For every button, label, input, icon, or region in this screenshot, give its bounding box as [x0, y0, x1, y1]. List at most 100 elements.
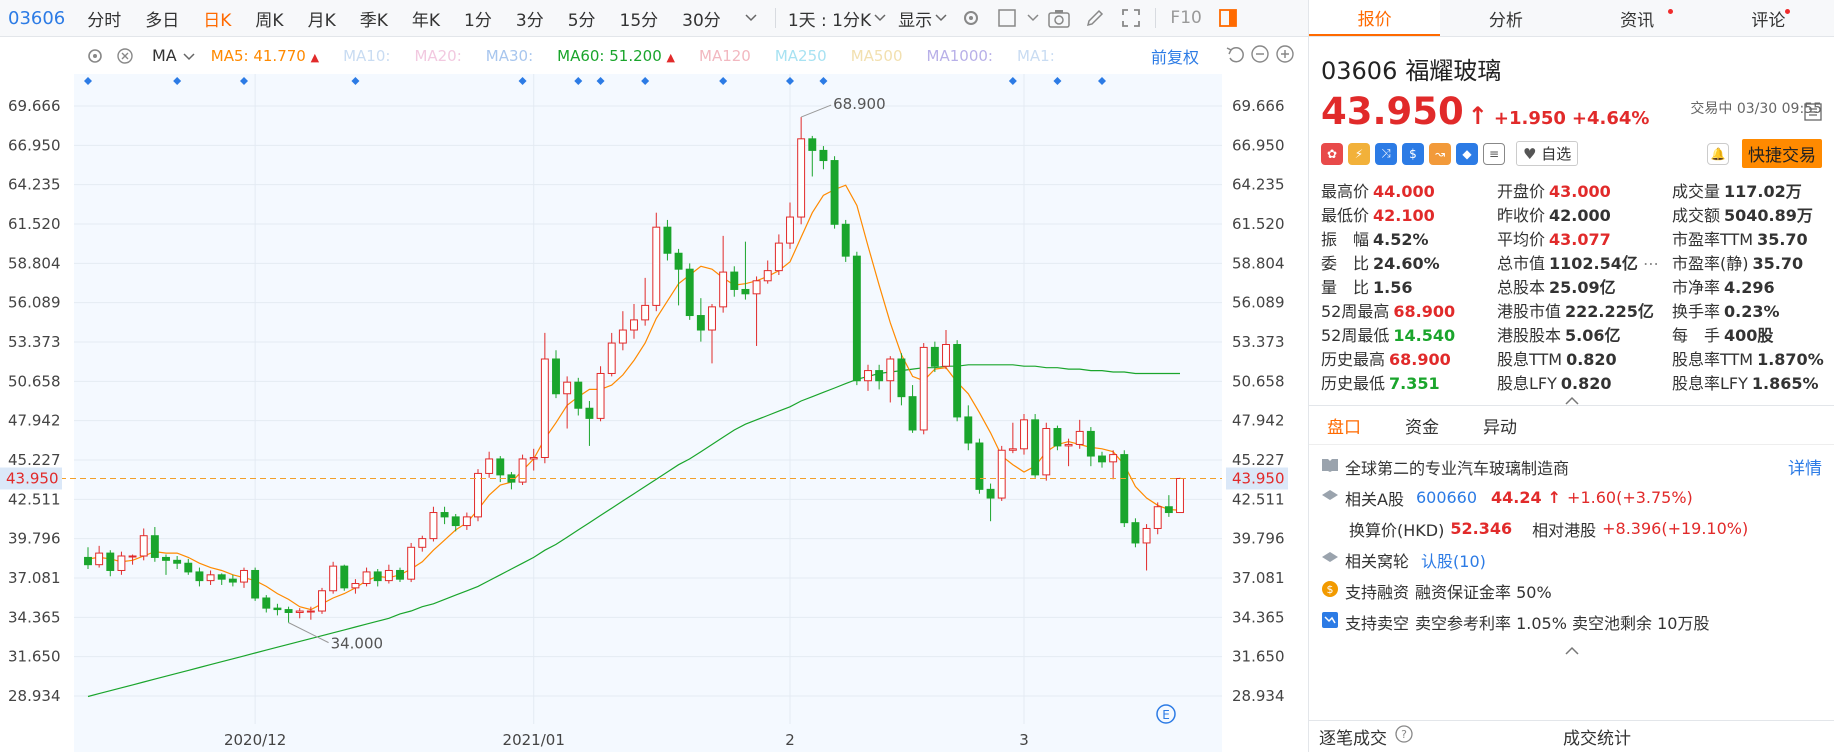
- panel-tab[interactable]: 分析: [1440, 0, 1571, 36]
- detail-link[interactable]: 详情: [1788, 459, 1822, 479]
- a-share-code-link[interactable]: 600660: [1415, 488, 1478, 507]
- period-tab[interactable]: 多日: [145, 10, 180, 31]
- camera-icon[interactable]: [1048, 7, 1070, 29]
- event-marker-icon: [173, 77, 182, 85]
- candle-body: [451, 516, 460, 527]
- quote-value: 44.000: [1373, 182, 1435, 201]
- display-dropdown[interactable]: 显示: [898, 6, 947, 31]
- period-tab[interactable]: 年K: [411, 10, 441, 31]
- last-price: 43.950: [1321, 90, 1464, 133]
- close-icon[interactable]: [116, 46, 134, 65]
- quote-value: 24.60%: [1373, 254, 1440, 273]
- y-tick-label-right: 28.934: [1232, 687, 1285, 705]
- stock-title: 03606 福耀玻璃: [1321, 51, 1822, 86]
- bell-icon[interactable]: 🔔: [1707, 142, 1729, 165]
- adjust-button[interactable]: 前复权: [1151, 47, 1200, 67]
- zoom-in-icon[interactable]: [1275, 44, 1295, 68]
- min-annotation-line: [288, 622, 329, 644]
- a-share-row: 相关A股 600660 44.24 ↑ +1.60(+3.75%): [1309, 482, 1834, 513]
- tag-icon[interactable]: ◆: [1456, 142, 1478, 165]
- kline-chart[interactable]: 69.666 69.666 66.950 66.950 64.235 64.235 61.5…: [0, 74, 1308, 752]
- pencil-icon[interactable]: [1084, 7, 1106, 29]
- warrant-label: 相关窝轮: [1345, 551, 1410, 571]
- candle-body: [407, 546, 416, 580]
- candle-body: [1120, 454, 1129, 524]
- y-tick-label-left: 34.365: [8, 608, 61, 626]
- quote-cell: 历史最高 68.900: [1321, 346, 1497, 369]
- candle-body: [719, 271, 728, 308]
- a-share-price: 44.24: [1491, 488, 1542, 507]
- help-icon[interactable]: ?: [1395, 725, 1413, 748]
- gear-icon[interactable]: [960, 7, 982, 29]
- f10-button[interactable]: F10: [1170, 8, 1202, 28]
- ma120-label: MA120: [699, 46, 751, 65]
- ma500-label: MA500: [850, 46, 903, 65]
- quote-label: 总市值: [1497, 254, 1546, 273]
- candle-body: [440, 512, 449, 518]
- candle-body: [540, 358, 549, 458]
- quote-cell: 股息率TTM 1.870%: [1672, 346, 1834, 369]
- tick-trades-tab[interactable]: 逐笔成交: [1319, 729, 1387, 749]
- period-tab[interactable]: 30分: [682, 10, 721, 31]
- candle-body: [841, 223, 850, 257]
- y-tick-label-right: 66.950: [1232, 136, 1285, 154]
- section-tab[interactable]: 盘口: [1327, 417, 1361, 438]
- chevron-down-icon[interactable]: [740, 7, 762, 29]
- panel-tab[interactable]: 评论: [1703, 0, 1834, 36]
- square-icon[interactable]: [996, 7, 1018, 29]
- collapse-icon[interactable]: [1309, 641, 1834, 655]
- gear-icon[interactable]: [86, 46, 104, 65]
- panel-tab[interactable]: 资讯: [1572, 0, 1703, 36]
- candle-body: [173, 559, 182, 564]
- zoom-out-icon[interactable]: [1250, 44, 1270, 68]
- period-tab[interactable]: 分时: [87, 10, 122, 31]
- panel-tab[interactable]: 报价: [1309, 0, 1441, 36]
- up-arrow-icon: ↑: [1547, 488, 1562, 507]
- fullscreen-icon[interactable]: [1120, 7, 1142, 29]
- ma60-label: MA60:: [557, 46, 605, 65]
- layout-icon[interactable]: [1804, 103, 1822, 125]
- quote-cell: 市净率 4.296: [1672, 274, 1834, 297]
- period-tab[interactable]: 月K: [307, 10, 336, 31]
- quick-trade-button[interactable]: 快捷交易: [1742, 139, 1822, 168]
- collapse-icon[interactable]: [1309, 391, 1834, 405]
- ma60-value: 51.200: [609, 46, 662, 65]
- period-tab[interactable]: 5分: [567, 10, 596, 31]
- hk-flag-icon[interactable]: ✿: [1321, 142, 1343, 165]
- period-tab[interactable]: 季K: [359, 10, 388, 31]
- period-tab[interactable]: 3分: [515, 10, 544, 31]
- chevron-down-icon[interactable]: [1027, 7, 1039, 29]
- undo-icon[interactable]: [1225, 44, 1245, 68]
- kline-chart-svg[interactable]: 69.666 69.666 66.950 66.950 64.235 64.235 61.5…: [0, 74, 1308, 752]
- note-icon[interactable]: ≡: [1483, 142, 1505, 165]
- section-tab[interactable]: 资金: [1405, 417, 1439, 438]
- quote-label: 最低价: [1321, 206, 1370, 225]
- interval-dropdown[interactable]: 1天 : 1分K: [788, 6, 886, 31]
- trend-icon[interactable]: ↝: [1429, 142, 1451, 165]
- dollar-icon[interactable]: $: [1402, 142, 1424, 165]
- add-watchlist-button[interactable]: ♥ 自选: [1516, 141, 1579, 166]
- candle-body: [763, 270, 772, 282]
- quote-value: 14.540: [1393, 326, 1456, 345]
- premium-value: +8.396(+19.10%): [1602, 519, 1749, 538]
- period-tab[interactable]: 周K: [255, 10, 284, 31]
- chevron-down-icon[interactable]: [183, 47, 195, 65]
- trade-stats-tab[interactable]: 成交统计: [1563, 729, 1631, 749]
- notification-dot: [1667, 9, 1673, 14]
- candle-body: [150, 535, 159, 558]
- candle-body: [217, 574, 226, 580]
- candle-body: [641, 304, 650, 321]
- shuffle-icon[interactable]: ⤨: [1375, 142, 1397, 165]
- stock-connect-icon[interactable]: ⚡: [1348, 142, 1370, 165]
- period-tab[interactable]: 15分: [619, 10, 659, 31]
- panel-toggle-icon[interactable]: [1217, 7, 1239, 29]
- section-tab[interactable]: 异动: [1483, 417, 1517, 438]
- more-icon[interactable]: ⋯: [1637, 254, 1659, 273]
- period-tab[interactable]: 日K: [203, 10, 232, 31]
- quote-value: 7.351: [1389, 374, 1440, 393]
- quote-cell: 平均价 43.077: [1497, 226, 1672, 249]
- period-tab[interactable]: 1分: [464, 10, 492, 31]
- candle-body: [1153, 506, 1162, 529]
- warrant-link[interactable]: 认股(10): [1421, 551, 1486, 571]
- max-annotation-line: [800, 104, 832, 118]
